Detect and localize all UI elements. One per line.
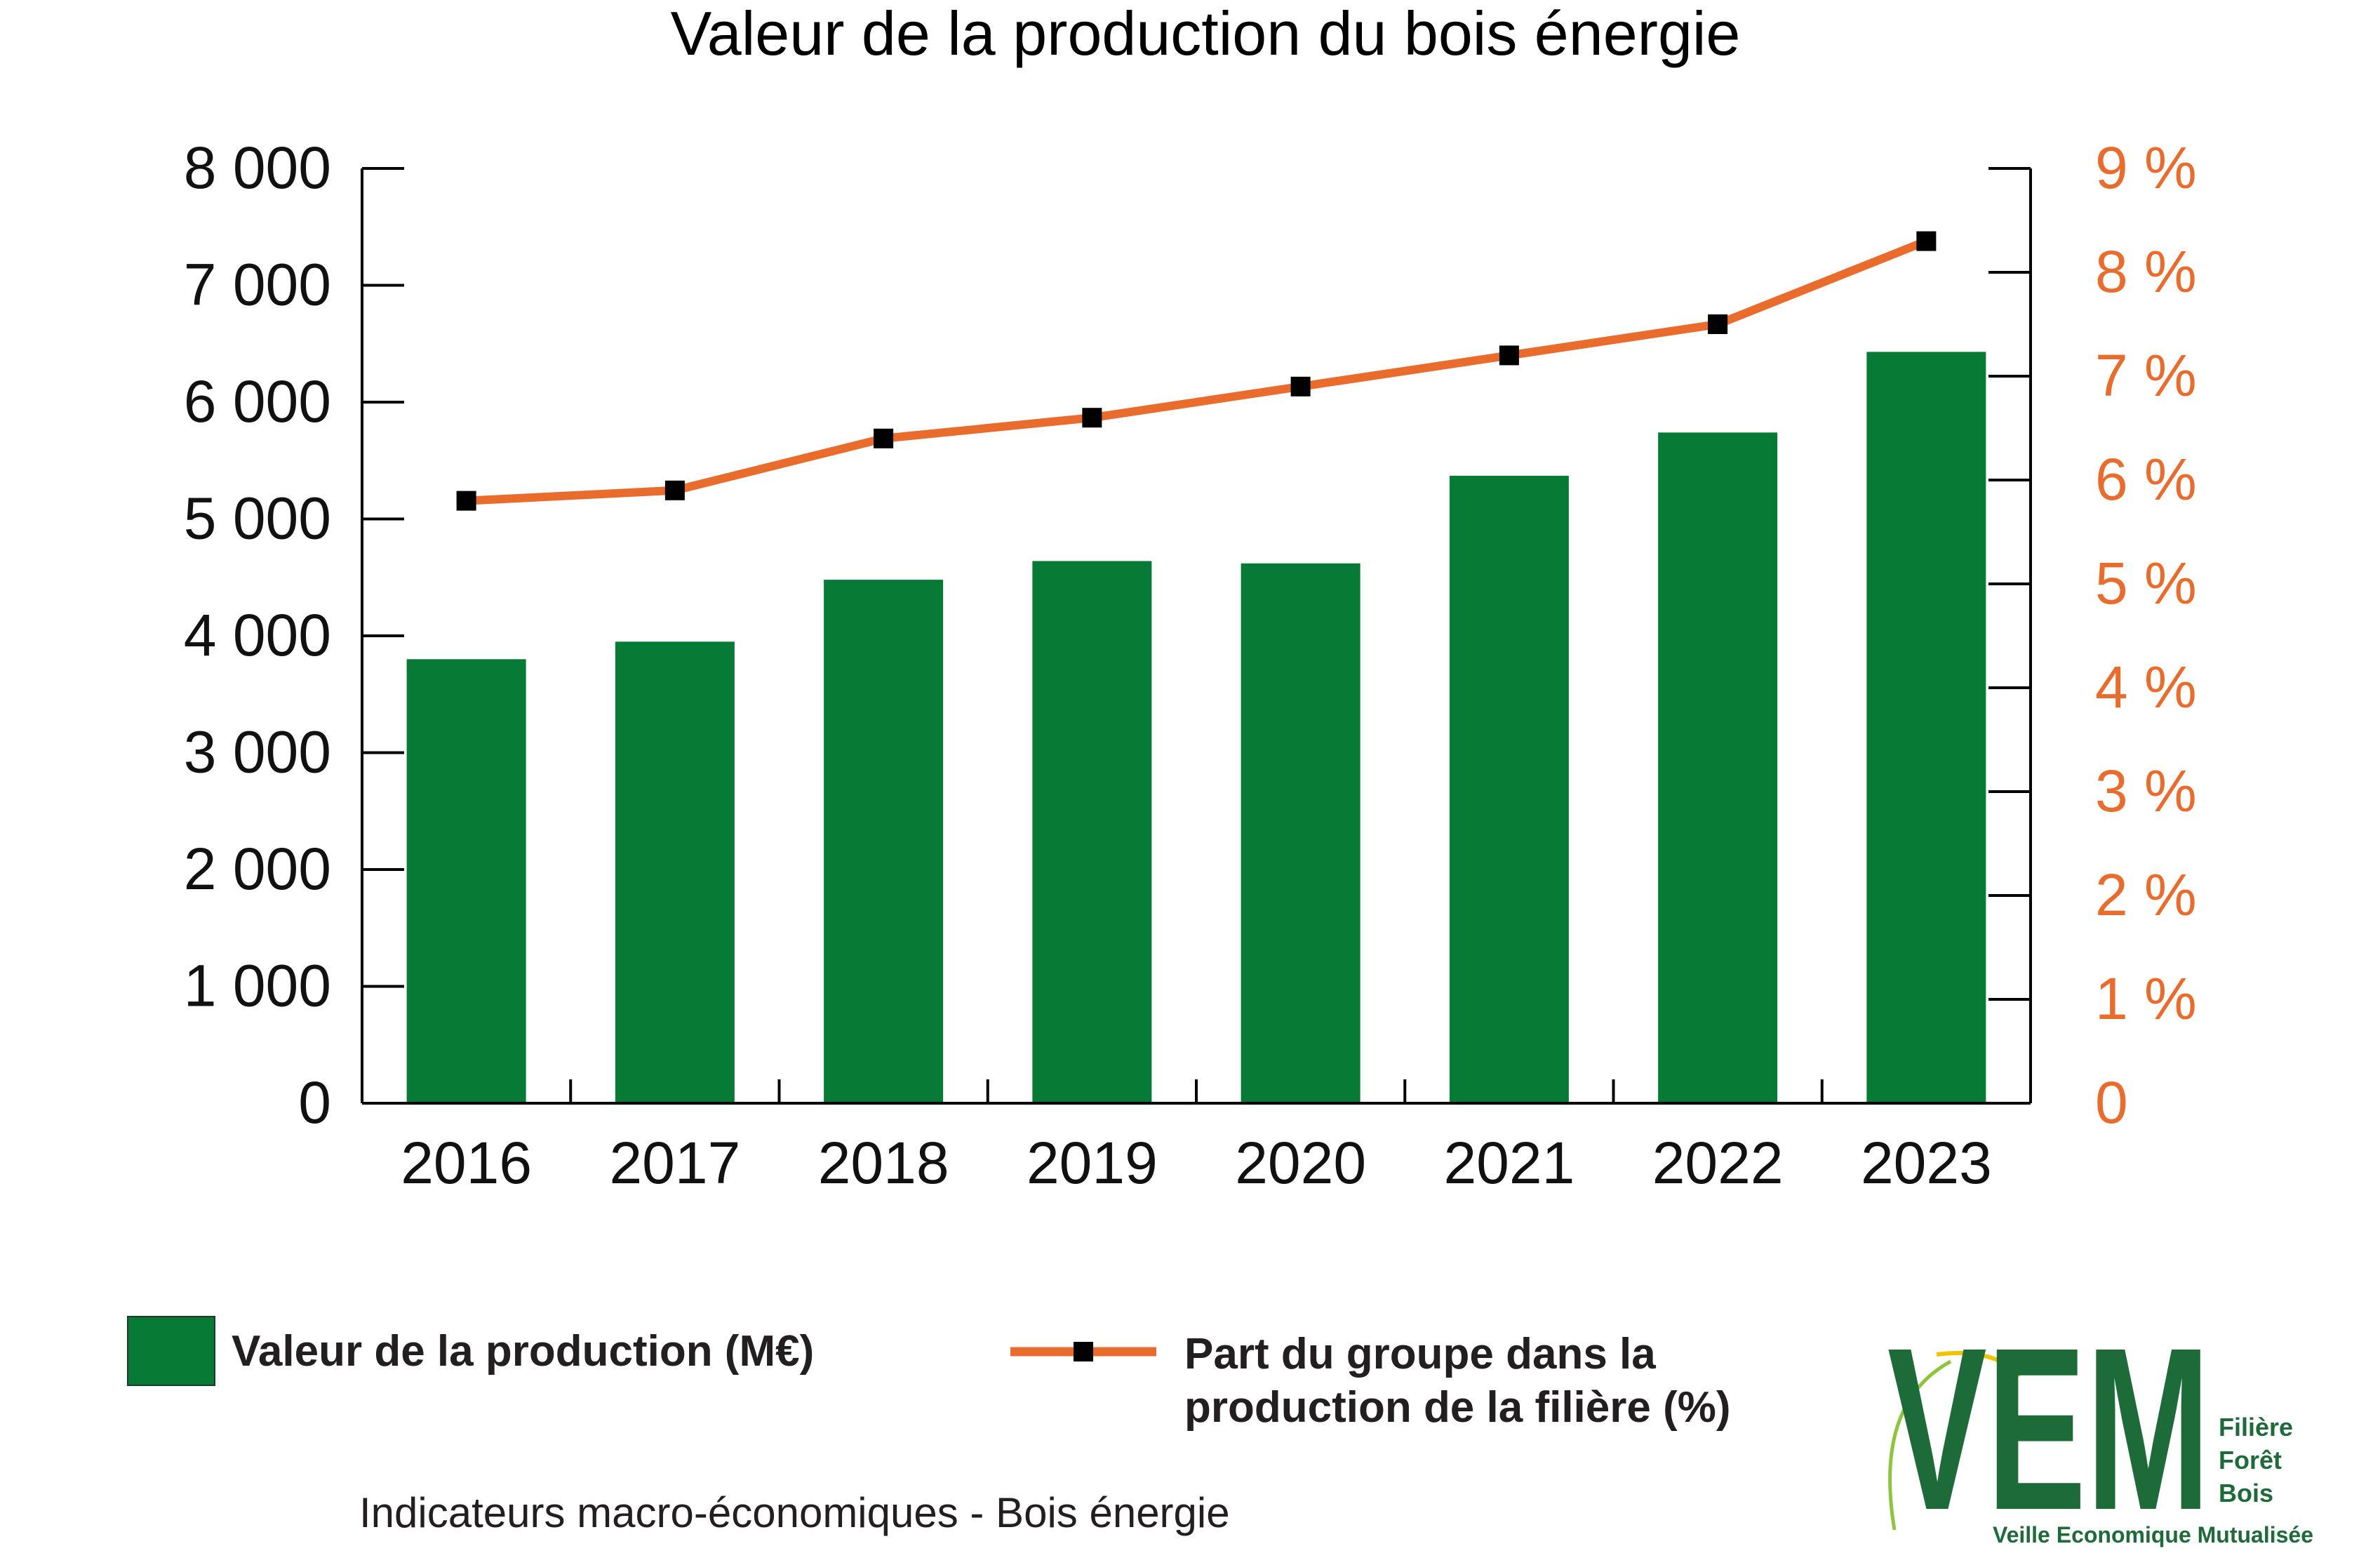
- logo-bois: Bois: [2219, 1479, 2273, 1507]
- share-marker-2016: [456, 491, 476, 511]
- share-marker-2020: [1290, 376, 1311, 397]
- logo-arc-green: [1888, 1359, 1952, 1531]
- bar-2016: [406, 659, 526, 1103]
- legend-line-label-2: production de la filière (%): [1184, 1383, 1731, 1432]
- bar-2022: [1658, 432, 1778, 1103]
- bar-2021: [1449, 475, 1569, 1103]
- y-right-tick-label-5: 5 %: [2095, 550, 2197, 616]
- footer-caption: Indicateurs macro-économiques - Bois éne…: [359, 1489, 1230, 1536]
- y-left-tick-label-3000: 3 000: [184, 719, 331, 785]
- bars-layer: [406, 352, 1986, 1103]
- share-marker-2023: [1916, 231, 1937, 251]
- x-tick-label-2017: 2017: [609, 1130, 740, 1196]
- y-right-tick-label-3: 3 %: [2095, 758, 2197, 824]
- axes-layer: [361, 167, 2032, 1105]
- legend-bar-swatch: [127, 1316, 215, 1386]
- y-left-tick-label-2000: 2 000: [184, 836, 331, 902]
- y-left-tick-label-0: 0: [298, 1070, 331, 1136]
- x-tick-label-2016: 2016: [401, 1130, 532, 1196]
- y-right-tick-label-1: 1 %: [2095, 966, 2197, 1032]
- logo-letters: VEM: [1887, 1299, 2210, 1558]
- share-line: [466, 237, 1928, 505]
- logo-foret: Forêt: [2219, 1446, 2282, 1474]
- logo-tagline: Veille Economique Mutualisée: [1993, 1522, 2313, 1547]
- bar-2017: [615, 641, 735, 1103]
- chart-title: Valeur de la production du bois énergie: [671, 0, 1741, 68]
- y-right-tick-label-0: 0: [2095, 1070, 2128, 1136]
- share-marker-2017: [664, 480, 685, 500]
- x-tick-label-2023: 2023: [1861, 1130, 1992, 1196]
- vem-logo: VEM Filière Forêt Bois Veille Economique…: [1887, 1299, 2313, 1558]
- y-left-tick-label-8000: 8 000: [184, 135, 331, 201]
- y-right-tick-label-9: 9 %: [2095, 135, 2197, 201]
- y-left-tick-label-1000: 1 000: [184, 953, 331, 1019]
- legend-line-marker: [1074, 1342, 1093, 1361]
- bar-2018: [824, 580, 944, 1103]
- y-right-tick-label-4: 4 %: [2095, 654, 2197, 720]
- y-right-tick-label-6: 6 %: [2095, 446, 2197, 512]
- share-marker-2022: [1708, 314, 1728, 334]
- logo-arc-yellow: [1936, 1351, 2023, 1378]
- line-layer: [456, 231, 1937, 511]
- legend: Valeur de la production (M€) Part du gro…: [127, 1316, 1731, 1432]
- tick-labels-layer: 0 1 000 2 000 3 000 4 000 5 000 6 000 7 000 8 00…: [184, 135, 2197, 1196]
- share-marker-2021: [1499, 345, 1519, 366]
- share-marker-2019: [1082, 408, 1102, 428]
- bar-2023: [1866, 352, 1986, 1103]
- y-right-tick-label-8: 8 %: [2095, 239, 2197, 305]
- y-right-tick-label-2: 2 %: [2095, 862, 2197, 928]
- logo-filiere: Filière: [2219, 1413, 2293, 1441]
- y-left-tick-label-7000: 7 000: [184, 252, 331, 318]
- y-left-tick-label-5000: 5 000: [184, 486, 331, 552]
- x-tick-label-2022: 2022: [1652, 1130, 1784, 1196]
- y-left-tick-label-4000: 4 000: [184, 602, 331, 668]
- y-right-tick-label-7: 7 %: [2095, 342, 2197, 408]
- x-tick-label-2020: 2020: [1235, 1130, 1366, 1196]
- x-tick-label-2021: 2021: [1443, 1130, 1575, 1196]
- bar-2020: [1241, 563, 1361, 1103]
- legend-bar-label: Valeur de la production (M€): [232, 1327, 814, 1376]
- x-tick-label-2019: 2019: [1027, 1130, 1158, 1196]
- x-tick-label-2018: 2018: [818, 1130, 949, 1196]
- bar-2019: [1032, 561, 1152, 1103]
- share-marker-2018: [874, 428, 894, 448]
- legend-line-label-1: Part du groupe dans la: [1184, 1330, 1656, 1378]
- y-left-tick-label-6000: 6 000: [184, 368, 331, 434]
